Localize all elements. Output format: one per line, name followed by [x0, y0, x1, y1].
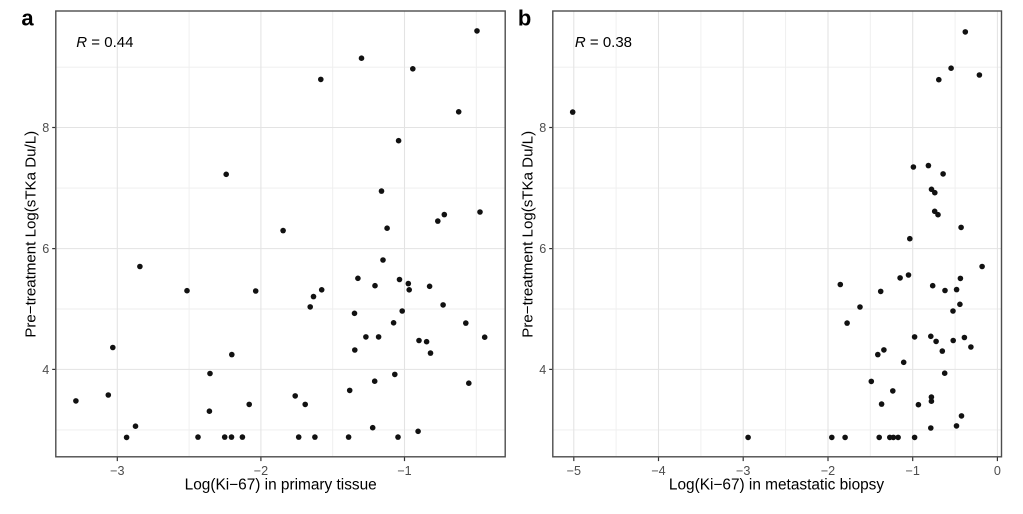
- svg-text:8: 8: [539, 121, 546, 135]
- svg-text:−1: −1: [906, 464, 920, 478]
- svg-text:R = 0.44: R = 0.44: [76, 34, 133, 51]
- svg-text:−2: −2: [254, 464, 268, 478]
- svg-text:−3: −3: [736, 464, 750, 478]
- svg-text:−1: −1: [397, 464, 411, 478]
- svg-text:4: 4: [42, 363, 49, 377]
- svg-text:Pre−treatment Log(sTKa Du/L): Pre−treatment Log(sTKa Du/L): [22, 131, 39, 338]
- svg-text:R = 0.38: R = 0.38: [575, 34, 632, 51]
- svg-text:−3: −3: [110, 464, 124, 478]
- svg-text:Pre−treatment Log(sTKa Du/L): Pre−treatment Log(sTKa Du/L): [519, 131, 536, 338]
- svg-text:Log(Ki−67) in metastatic biops: Log(Ki−67) in metastatic biopsy: [669, 476, 884, 493]
- svg-text:−5: −5: [567, 464, 581, 478]
- svg-text:−4: −4: [651, 464, 665, 478]
- svg-text:6: 6: [539, 242, 546, 256]
- svg-text:a: a: [21, 6, 34, 31]
- svg-text:4: 4: [539, 363, 546, 377]
- svg-text:6: 6: [42, 242, 49, 256]
- svg-text:0: 0: [994, 464, 1001, 478]
- svg-text:8: 8: [42, 121, 49, 135]
- svg-text:b: b: [518, 6, 531, 31]
- svg-text:−2: −2: [821, 464, 835, 478]
- svg-text:Log(Ki−67) in primary tissue: Log(Ki−67) in primary tissue: [185, 476, 377, 493]
